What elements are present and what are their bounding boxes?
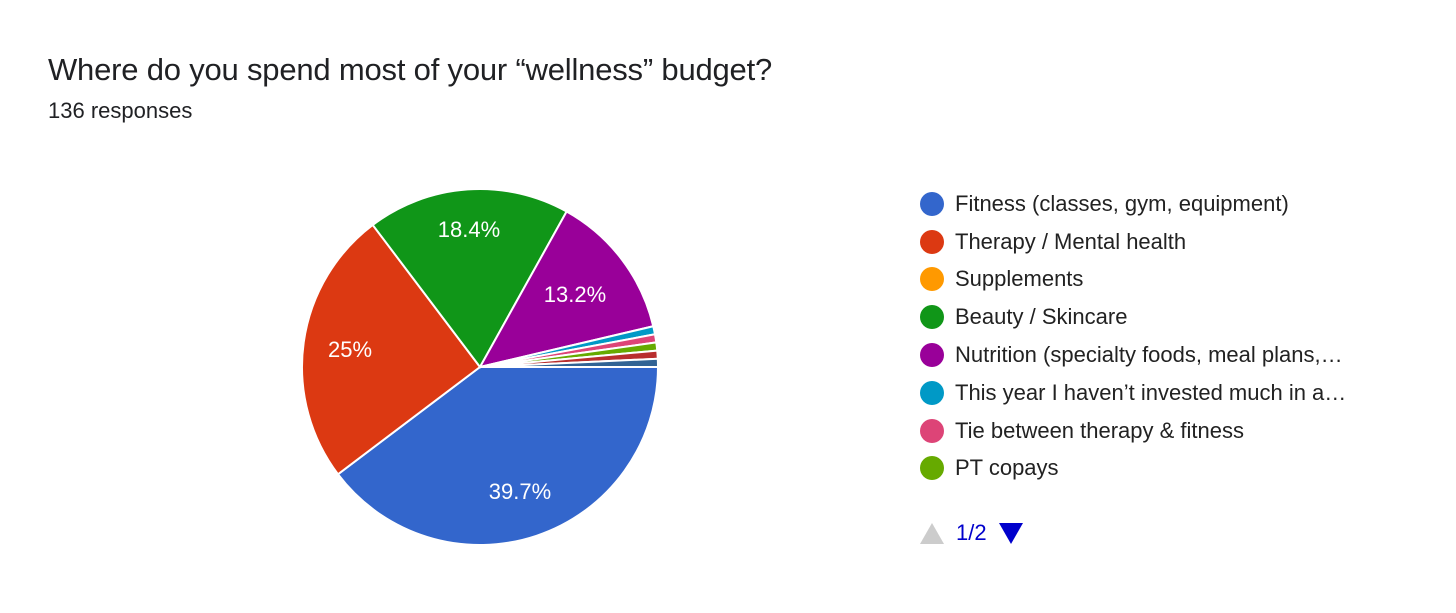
legend-dot-icon xyxy=(920,418,944,443)
legend-dot-icon xyxy=(920,267,944,292)
legend-label: Nutrition (specialty foods, meal plans,… xyxy=(955,342,1343,368)
legend-dot-icon xyxy=(920,380,944,405)
chart-legend: Fitness (classes, gym, equipment) Therap… xyxy=(920,185,1346,487)
legend-dot-icon xyxy=(920,343,944,368)
legend-dot-icon xyxy=(920,191,944,216)
legend-label: Supplements xyxy=(955,266,1084,292)
chart-title: Where do you spend most of your “wellnes… xyxy=(48,52,773,87)
legend-item-pt-copays[interactable]: PT copays xyxy=(920,450,1346,488)
legend-label: Fitness (classes, gym, equipment) xyxy=(955,190,1289,216)
legend-label: Beauty / Skincare xyxy=(955,304,1128,330)
legend-dot-icon xyxy=(920,305,944,330)
legend-item-beauty[interactable]: Beauty / Skincare xyxy=(920,298,1346,336)
legend-label: Tie between therapy & fitness xyxy=(955,417,1245,443)
pie-slice[interactable] xyxy=(478,210,655,369)
legend-item-supplements[interactable]: Supplements xyxy=(920,261,1346,299)
triangle-up-icon xyxy=(920,522,944,544)
legend-dot-icon xyxy=(920,456,944,481)
pie-slice[interactable] xyxy=(301,223,482,476)
slice-label-fitness: 39.7% xyxy=(489,479,551,504)
legend-label: Therapy / Mental health xyxy=(955,228,1187,254)
triangle-down-icon[interactable] xyxy=(998,522,1023,544)
legend-item-nutrition[interactable]: Nutrition (specialty foods, meal plans,… xyxy=(920,336,1346,374)
legend-dot-icon xyxy=(920,229,944,254)
pie-slice[interactable] xyxy=(371,188,568,369)
legend-item-not-invested[interactable]: This year I haven’t invested much in a… xyxy=(920,374,1346,412)
slice-label-beauty: 18.4% xyxy=(438,217,500,242)
legend-item-fitness[interactable]: Fitness (classes, gym, equipment) xyxy=(920,185,1346,223)
page-indicator: 1/2 xyxy=(956,520,987,545)
response-count: 136 responses xyxy=(48,98,193,123)
slice-label-therapy: 25% xyxy=(328,337,372,362)
legend-label: PT copays xyxy=(955,455,1059,481)
slice-label-nutrition: 13.2% xyxy=(544,282,606,307)
pie-slice[interactable] xyxy=(336,366,660,546)
legend-pager: 1/2 xyxy=(920,520,1023,546)
pie-slice[interactable] xyxy=(479,357,660,368)
legend-label: This year I haven’t invested much in a… xyxy=(955,379,1347,405)
legend-item-tie[interactable]: Tie between therapy & fitness xyxy=(920,412,1346,450)
pie-slices[interactable] xyxy=(301,188,660,546)
legend-item-therapy[interactable]: Therapy / Mental health xyxy=(920,223,1346,261)
